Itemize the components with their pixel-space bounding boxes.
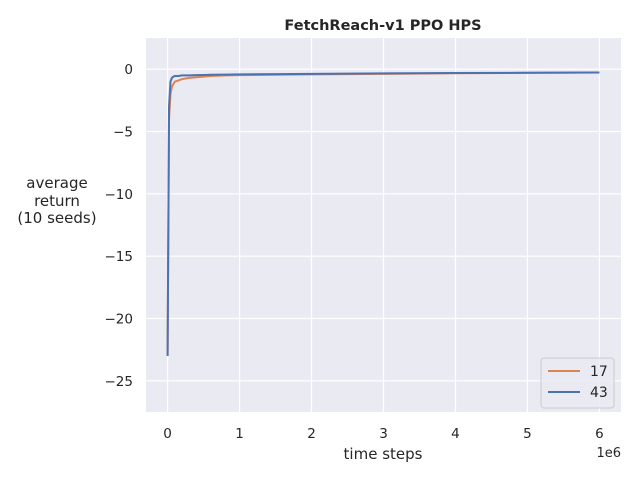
- x-tick-label: 5: [523, 426, 532, 442]
- chart-title: FetchReach-v1 PPO HPS: [284, 18, 481, 34]
- y-tick-label: −20: [105, 312, 134, 328]
- y-axis-label-line-3: (10 seeds): [17, 209, 96, 227]
- x-tick-label: 6: [595, 426, 604, 442]
- x-axis-scale-label: 1e6: [596, 446, 621, 461]
- y-tick-label: −25: [105, 374, 134, 390]
- series-layer: [166, 71, 600, 356]
- y-axis-label-line-2: return: [34, 192, 80, 210]
- x-tick-label: 3: [379, 426, 388, 442]
- x-axis-label: time steps: [344, 445, 423, 463]
- series-line-43: [166, 71, 600, 356]
- legend-label-43: 43: [590, 385, 608, 401]
- x-tick-label: 2: [307, 426, 316, 442]
- x-tick-label: 1: [235, 426, 244, 442]
- y-axis-label-line-1: average: [26, 174, 87, 192]
- x-axis-ticks: 0 1 2 3 4 5 6: [163, 426, 603, 442]
- legend-label-17: 17: [590, 364, 608, 380]
- legend: 17 43: [540, 357, 615, 409]
- y-axis-ticks: 0 −5 −10 −15 −20 −25: [105, 62, 134, 390]
- y-tick-label: −10: [105, 187, 134, 203]
- x-tick-label: 4: [451, 426, 460, 442]
- y-tick-label: 0: [124, 62, 133, 78]
- grid: [146, 38, 621, 412]
- y-tick-label: −15: [105, 249, 134, 265]
- y-tick-label: −5: [113, 125, 133, 141]
- x-tick-label: 0: [163, 426, 172, 442]
